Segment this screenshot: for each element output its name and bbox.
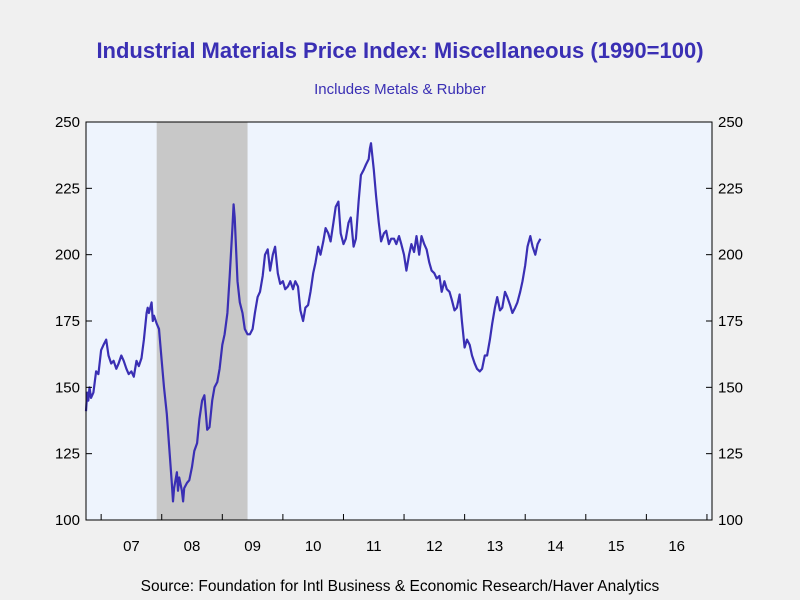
chart-subtitle: Includes Metals & Rubber bbox=[314, 81, 486, 98]
x-tick-label: 11 bbox=[366, 538, 382, 555]
y-tick-label-left: 250 bbox=[55, 114, 80, 131]
x-tick-label: 14 bbox=[547, 538, 564, 555]
y-tick-label-right: 200 bbox=[718, 247, 743, 264]
chart-title: Industrial Materials Price Index: Miscel… bbox=[96, 38, 704, 63]
x-tick-label: 10 bbox=[305, 538, 322, 555]
y-tick-label-left: 175 bbox=[55, 313, 80, 330]
chart-source: Source: Foundation for Intl Business & E… bbox=[140, 578, 660, 595]
x-tick-label: 09 bbox=[244, 538, 261, 555]
y-tick-label-right: 175 bbox=[718, 313, 743, 330]
y-tick-label-left: 200 bbox=[55, 247, 80, 264]
y-tick-label-left: 225 bbox=[55, 180, 80, 197]
series-line bbox=[84, 142, 542, 503]
x-tick-label: 12 bbox=[426, 538, 443, 555]
x-tick-label: 16 bbox=[668, 538, 685, 555]
y-tick-label-left: 125 bbox=[55, 446, 80, 463]
y-tick-label-right: 150 bbox=[718, 379, 743, 396]
y-tick-label-right: 100 bbox=[718, 512, 743, 529]
x-tick-label: 08 bbox=[184, 538, 201, 555]
recession-band bbox=[156, 122, 248, 520]
y-tick-label-right: 250 bbox=[718, 114, 743, 131]
y-tick-label-right: 125 bbox=[718, 446, 743, 463]
y-tick-label-right: 225 bbox=[718, 180, 743, 197]
x-tick-label: 07 bbox=[123, 538, 140, 555]
x-tick-label: 13 bbox=[487, 538, 504, 555]
x-tick-label: 15 bbox=[608, 538, 625, 555]
y-tick-label-left: 100 bbox=[55, 512, 80, 529]
y-tick-label-left: 150 bbox=[55, 379, 80, 396]
